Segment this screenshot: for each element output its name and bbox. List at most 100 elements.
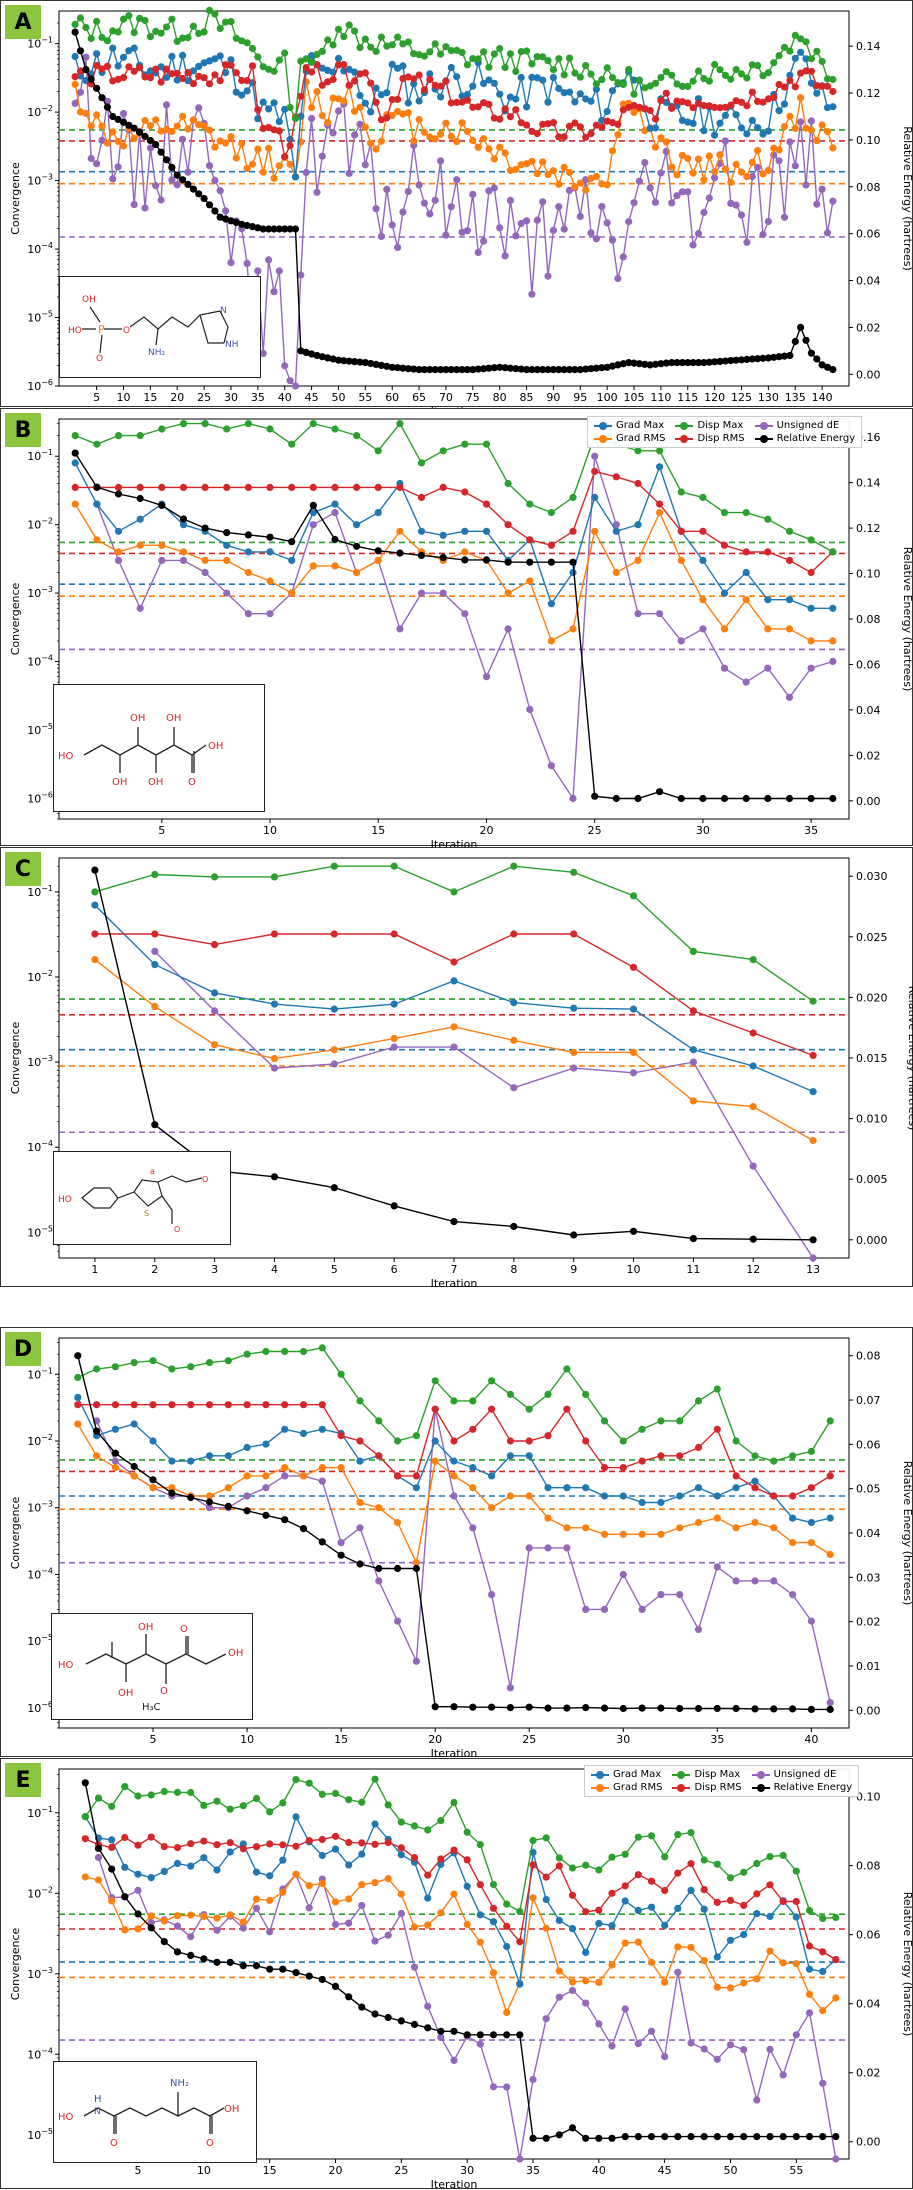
data-point bbox=[397, 1844, 405, 1852]
data-point bbox=[450, 1492, 458, 1500]
y2-tick-label: 0.08 bbox=[856, 613, 881, 626]
data-point bbox=[668, 359, 676, 367]
data-point bbox=[384, 1931, 392, 1939]
data-point bbox=[94, 1844, 103, 1852]
data-point bbox=[91, 930, 99, 938]
data-point bbox=[232, 69, 240, 77]
data-point bbox=[829, 366, 837, 374]
data-point bbox=[668, 104, 676, 112]
data-point bbox=[437, 1909, 445, 1917]
data-point bbox=[232, 34, 240, 42]
data-point bbox=[525, 1703, 533, 1711]
data-point bbox=[732, 1437, 740, 1445]
data-point bbox=[213, 1841, 221, 1849]
data-point bbox=[141, 117, 149, 125]
data-point bbox=[516, 2031, 524, 2039]
data-point bbox=[211, 55, 219, 63]
y-tick-label: 10−3 bbox=[27, 585, 53, 600]
data-point bbox=[689, 359, 697, 367]
data-point bbox=[694, 99, 703, 107]
data-point bbox=[243, 87, 251, 95]
data-point bbox=[410, 80, 418, 88]
data-point bbox=[158, 556, 166, 564]
data-point bbox=[157, 78, 165, 86]
data-point bbox=[469, 103, 477, 111]
data-point bbox=[130, 1462, 138, 1471]
data-point bbox=[232, 154, 240, 162]
data-point bbox=[415, 71, 423, 79]
y-tick-exponent: −6 bbox=[41, 1700, 53, 1709]
data-point bbox=[211, 1041, 219, 1049]
data-point bbox=[737, 211, 746, 219]
data-point bbox=[437, 1860, 445, 1869]
data-point bbox=[751, 1577, 759, 1585]
data-point bbox=[281, 1516, 289, 1524]
data-point bbox=[371, 1840, 379, 1848]
data-point bbox=[173, 1922, 182, 1930]
data-point bbox=[340, 357, 348, 365]
data-point bbox=[656, 447, 664, 455]
data-point bbox=[200, 1854, 208, 1862]
data-point bbox=[318, 1835, 326, 1844]
data-point bbox=[603, 64, 611, 72]
data-point bbox=[415, 181, 423, 189]
data-point bbox=[222, 215, 230, 223]
x-tick-label: 15 bbox=[143, 391, 157, 404]
y-tick-label: 10−2 bbox=[27, 517, 53, 532]
data-point bbox=[678, 116, 687, 124]
data-point bbox=[281, 49, 289, 57]
data-point bbox=[485, 63, 493, 71]
data-point bbox=[410, 1923, 419, 1931]
data-point bbox=[619, 253, 627, 261]
data-point bbox=[501, 105, 509, 113]
data-point bbox=[488, 1377, 496, 1385]
data-point bbox=[114, 163, 122, 171]
data-point bbox=[720, 794, 729, 803]
data-point bbox=[684, 188, 692, 196]
data-point bbox=[780, 352, 789, 360]
data-point bbox=[600, 1492, 609, 1500]
data-point bbox=[270, 930, 279, 938]
panel-c: 10−5 10−4 10−3 10−2 10−1 1 2 3 4 5 6 7 8 9 10 11 12 13 0.0… bbox=[0, 847, 913, 1288]
data-point bbox=[689, 104, 697, 112]
data-point bbox=[813, 355, 821, 363]
x-tick-label: 85 bbox=[520, 391, 534, 404]
data-point bbox=[431, 1703, 439, 1711]
data-point bbox=[158, 501, 166, 509]
data-point bbox=[270, 1173, 279, 1181]
data-point bbox=[829, 103, 837, 111]
y-tick-label: 10−3 bbox=[27, 1966, 53, 1981]
data-point bbox=[751, 1518, 759, 1527]
data-point bbox=[309, 420, 317, 428]
data-point bbox=[582, 1908, 590, 1916]
data-point bbox=[743, 238, 751, 246]
data-point bbox=[71, 449, 79, 457]
y-tick-exponent: −3 bbox=[41, 1054, 53, 1063]
data-point bbox=[270, 1064, 279, 1072]
data-point bbox=[168, 70, 176, 78]
x-tick-label: 50 bbox=[724, 2164, 738, 2177]
data-point bbox=[266, 1928, 274, 1936]
data-point bbox=[216, 187, 224, 195]
data-point bbox=[187, 1862, 195, 1870]
data-point bbox=[324, 354, 332, 362]
data-point bbox=[361, 123, 369, 131]
data-point bbox=[638, 1704, 646, 1712]
data-point bbox=[222, 61, 230, 69]
data-point bbox=[146, 122, 154, 130]
data-point bbox=[797, 118, 805, 126]
data-point bbox=[292, 1813, 300, 1821]
data-point bbox=[582, 2134, 590, 2142]
x-tick-label: 20 bbox=[428, 1733, 442, 1746]
data-point bbox=[661, 1886, 669, 1895]
data-point bbox=[694, 155, 703, 163]
data-point bbox=[619, 106, 627, 114]
data-point bbox=[533, 216, 541, 224]
data-point bbox=[103, 37, 111, 45]
data-point bbox=[463, 90, 471, 99]
data-point bbox=[595, 2020, 603, 2028]
data-point bbox=[700, 1905, 708, 1913]
series-line bbox=[74, 503, 833, 642]
x-tick-label: 30 bbox=[460, 2164, 474, 2177]
data-point bbox=[694, 230, 703, 238]
